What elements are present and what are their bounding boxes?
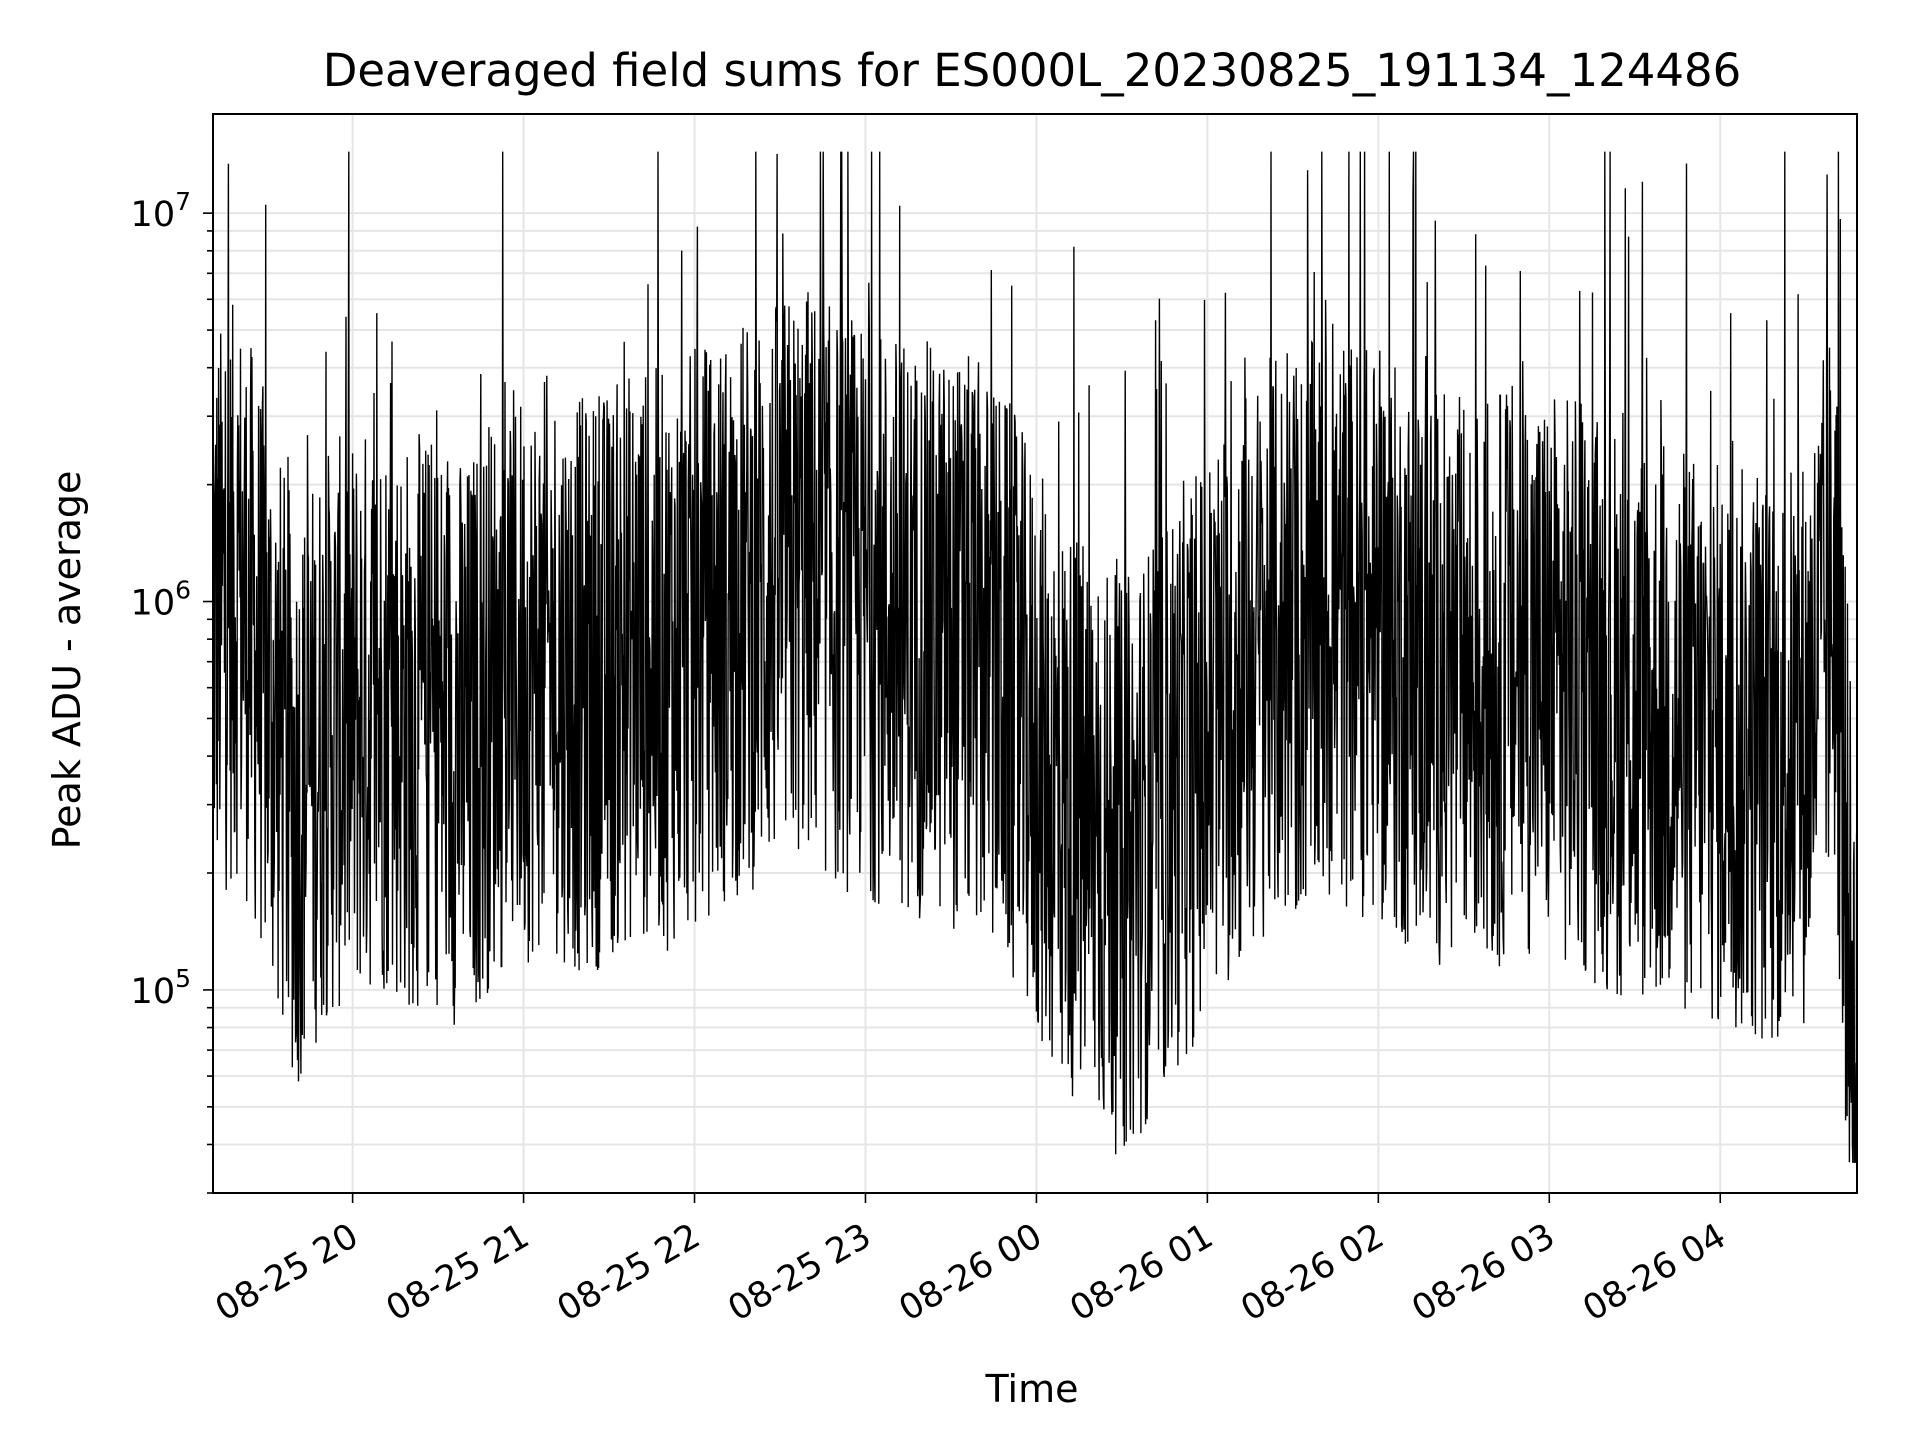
y-tick-exponent: 7 (175, 187, 191, 216)
y-axis-label: Peak ADU - average (45, 471, 89, 850)
x-tick-label: 08-25 20 (209, 1216, 365, 1329)
y-tick-base: 10 (131, 195, 176, 235)
y-tick-base: 10 (131, 972, 176, 1012)
series-line (213, 151, 1857, 1163)
y-tick-base: 10 (131, 584, 176, 624)
x-tick-label: 08-26 00 (893, 1216, 1049, 1329)
x-tick-label: 08-26 02 (1235, 1216, 1391, 1329)
series-line-group (213, 151, 1857, 1163)
y-tick-exponent: 5 (175, 964, 191, 993)
y-tick-label: 106 (131, 576, 191, 624)
x-tick-label: 08-26 04 (1576, 1216, 1732, 1329)
y-tick-label: 107 (131, 187, 191, 235)
plot-frame (212, 113, 1858, 1194)
x-tick-label: 08-25 23 (722, 1216, 878, 1329)
x-tick-label: 08-26 01 (1064, 1216, 1220, 1329)
x-tick-label: 08-25 22 (551, 1216, 707, 1329)
x-tick-label: 08-25 21 (380, 1216, 536, 1329)
x-tick-label: 08-26 03 (1405, 1216, 1561, 1329)
y-tick-exponent: 6 (175, 576, 191, 605)
x-axis-label: Time (985, 1367, 1079, 1411)
chart-title: Deaveraged field sums for ES000L_2023082… (323, 44, 1742, 97)
y-tick-label: 105 (131, 964, 191, 1012)
